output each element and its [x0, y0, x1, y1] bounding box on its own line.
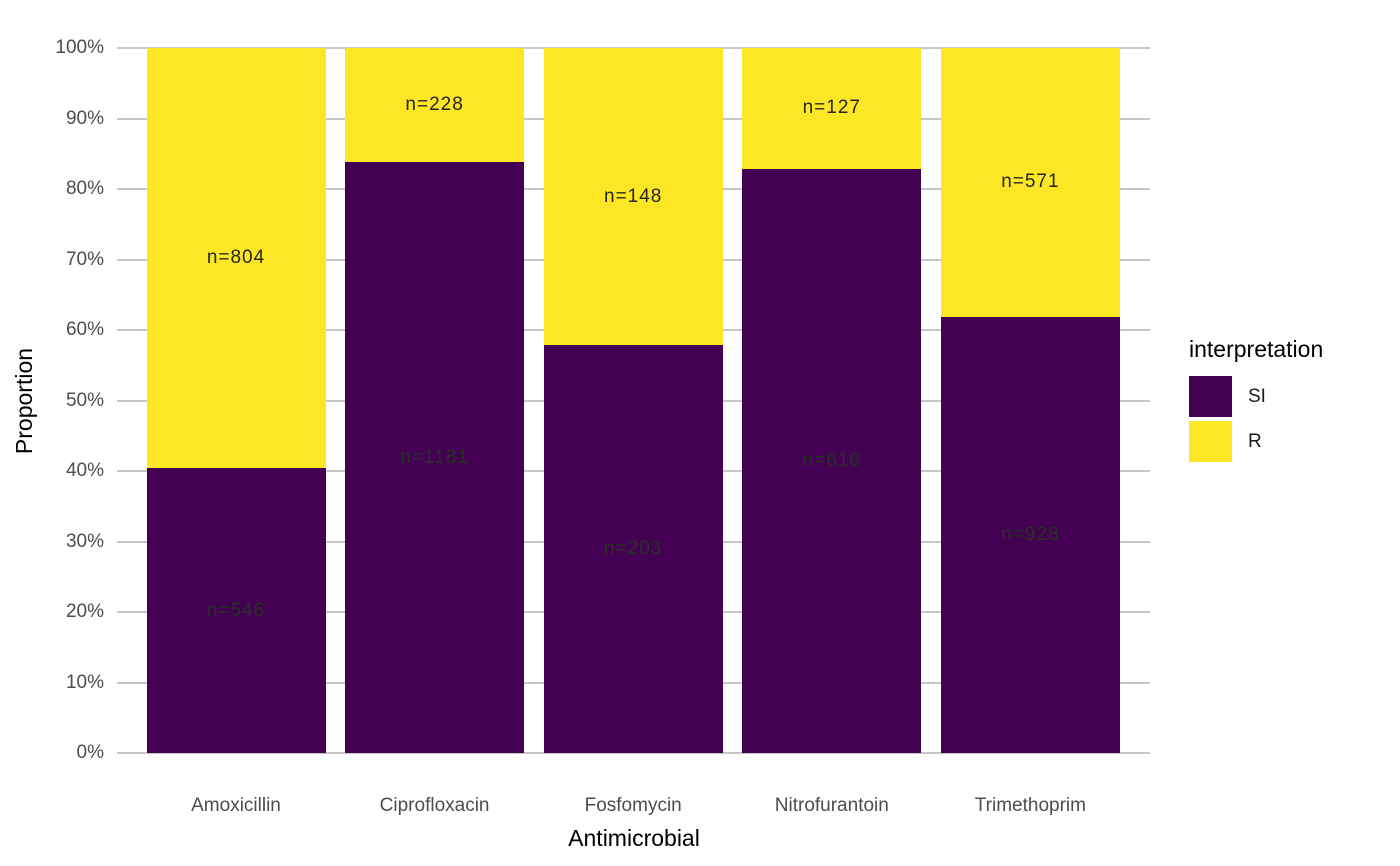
bar-count-label-r-ciprofloxacin: n=228 — [405, 94, 464, 116]
y-tick-label: 100% — [55, 37, 104, 58]
y-tick-label: 80% — [65, 178, 104, 200]
legend-swatch-r — [1189, 421, 1232, 462]
bar-count-label-r-trimethoprim: n=571 — [1001, 171, 1060, 193]
x-tick-label-nitrofurantoin: Nitrofurantoin — [774, 795, 889, 816]
y-tick-label: 20% — [65, 601, 104, 623]
bar-count-label-si-amoxicillin: n=546 — [206, 599, 266, 621]
x-axis-title: Antimicrobial — [568, 825, 700, 851]
bar-segment-r-amoxicillin — [146, 48, 326, 469]
y-tick-label: 30% — [65, 530, 104, 552]
y-tick-label: 0% — [76, 742, 104, 764]
y-tick-label: 90% — [65, 107, 104, 129]
bar-count-label-si-ciprofloxacin: n=1181 — [400, 446, 469, 468]
bar-segment-si-fosfomycin — [543, 345, 723, 754]
bar-count-label-r-fosfomycin: n=148 — [604, 185, 663, 207]
x-tick-label-trimethoprim: Trimethoprim — [974, 795, 1086, 816]
bar-segment-r-ciprofloxacin — [345, 48, 525, 163]
legend-label-si: SI — [1248, 386, 1266, 407]
legend-title: interpretation — [1189, 336, 1324, 362]
y-tick-label: 40% — [65, 460, 104, 482]
x-tick-label-fosfomycin: Fosfomycin — [584, 795, 682, 816]
bar-count-label-si-nitrofurantoin: n=616 — [802, 449, 861, 471]
bar-segment-r-trimethoprim — [940, 48, 1120, 317]
bar-count-label-r-nitrofurantoin: n=127 — [802, 97, 861, 119]
bar-segment-r-nitrofurantoin — [742, 48, 922, 169]
bar-count-label-si-trimethoprim: n=928 — [1001, 524, 1060, 546]
x-tick-label-amoxicillin: Amoxicillin — [191, 795, 281, 816]
legend-swatch-si — [1189, 376, 1232, 417]
bar-segment-si-nitrofurantoin — [742, 168, 922, 754]
legend: interpretation SI R — [1189, 335, 1394, 466]
bar-count-label-r-amoxicillin: n=804 — [206, 247, 266, 269]
y-tick-label: 70% — [65, 248, 104, 270]
bar-segment-r-fosfomycin — [543, 48, 723, 346]
y-tick-label: 50% — [65, 389, 104, 411]
bar-segment-si-trimethoprim — [940, 316, 1120, 754]
y-tick-label: 10% — [65, 671, 104, 693]
bar-segment-si-ciprofloxacin — [345, 162, 525, 754]
legend-items: SI R — [1189, 376, 1394, 462]
legend-item-si: SI — [1189, 376, 1394, 417]
legend-item-r: R — [1189, 421, 1394, 462]
legend-label-r: R — [1248, 431, 1262, 452]
gridline-0% — [117, 752, 1150, 755]
y-tick-label: 60% — [65, 319, 104, 341]
bar-count-label-si-fosfomycin: n=203 — [604, 538, 663, 560]
bar-segment-si-amoxicillin — [146, 468, 326, 754]
x-tick-label-ciprofloxacin: Ciprofloxacin — [379, 795, 490, 816]
